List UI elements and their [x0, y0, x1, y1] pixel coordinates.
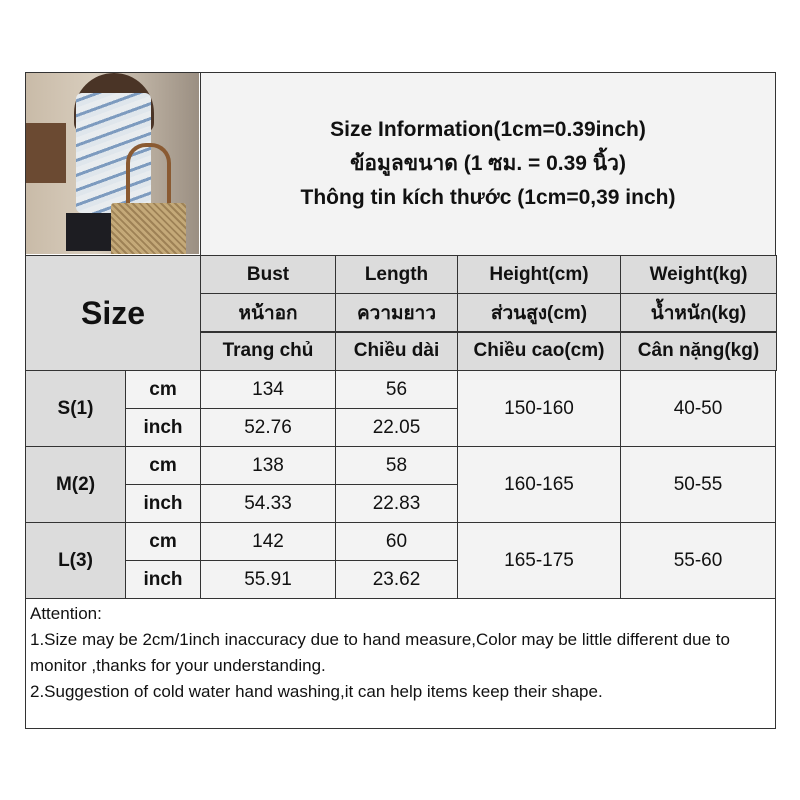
- product-photo: [26, 73, 199, 254]
- length-cm: 58: [335, 446, 458, 485]
- attention-notes: Attention: 1.Size may be 2cm/1inch inacc…: [25, 598, 776, 729]
- column-header-vi: Chiều dài: [335, 331, 458, 371]
- unit-cm: cm: [125, 522, 201, 561]
- column-header-th: ส่วนสูง(cm): [457, 293, 621, 333]
- column-header-en: Weight(kg): [620, 255, 777, 294]
- title-english: Size Information(1cm=0.39inch): [330, 118, 646, 141]
- length-inch: 22.83: [335, 484, 458, 523]
- column-header-vi: Chiều cao(cm): [457, 331, 621, 371]
- size-info-title: Size Information(1cm=0.39inch) ข้อมูลขนา…: [200, 72, 776, 256]
- length-inch: 22.05: [335, 408, 458, 447]
- column-header-en: Height(cm): [457, 255, 621, 294]
- column-header-th: หน้าอก: [200, 293, 336, 333]
- column-header-th: ความยาว: [335, 293, 458, 333]
- bust-inch: 54.33: [200, 484, 336, 523]
- column-header-th: น้ำหนัก(kg): [620, 293, 777, 333]
- column-header-vi: Trang chủ: [200, 331, 336, 371]
- size-label: L(3): [25, 522, 126, 599]
- bust-cm: 134: [200, 370, 336, 409]
- weight-range: 40-50: [620, 370, 776, 447]
- bust-inch: 55.91: [200, 560, 336, 599]
- bust-inch: 52.76: [200, 408, 336, 447]
- size-label: M(2): [25, 446, 126, 523]
- attention-heading: Attention:: [30, 604, 102, 623]
- length-inch: 23.62: [335, 560, 458, 599]
- weight-range: 50-55: [620, 446, 776, 523]
- height-range: 165-175: [457, 522, 621, 599]
- column-header-en: Length: [335, 255, 458, 294]
- unit-inch: inch: [125, 484, 201, 523]
- height-range: 160-165: [457, 446, 621, 523]
- weight-range: 55-60: [620, 522, 776, 599]
- attention-note-1: 1.Size may be 2cm/1inch inaccuracy due t…: [30, 630, 730, 675]
- height-range: 150-160: [457, 370, 621, 447]
- title-thai: ข้อมูลขนาด (1 ซม. = 0.39 นิ้ว): [350, 152, 626, 175]
- column-header-en: Bust: [200, 255, 336, 294]
- column-header-vi: Cân nặng(kg): [620, 331, 777, 371]
- title-vietnamese: Thông tin kích thước (1cm=0,39 inch): [300, 186, 676, 209]
- bust-cm: 138: [200, 446, 336, 485]
- attention-note-2: 2.Suggestion of cold water hand washing,…: [30, 682, 603, 701]
- bust-cm: 142: [200, 522, 336, 561]
- length-cm: 56: [335, 370, 458, 409]
- size-label: S(1): [25, 370, 126, 447]
- unit-inch: inch: [125, 408, 201, 447]
- unit-inch: inch: [125, 560, 201, 599]
- length-cm: 60: [335, 522, 458, 561]
- unit-cm: cm: [125, 446, 201, 485]
- size-header: Size: [25, 255, 201, 371]
- unit-cm: cm: [125, 370, 201, 409]
